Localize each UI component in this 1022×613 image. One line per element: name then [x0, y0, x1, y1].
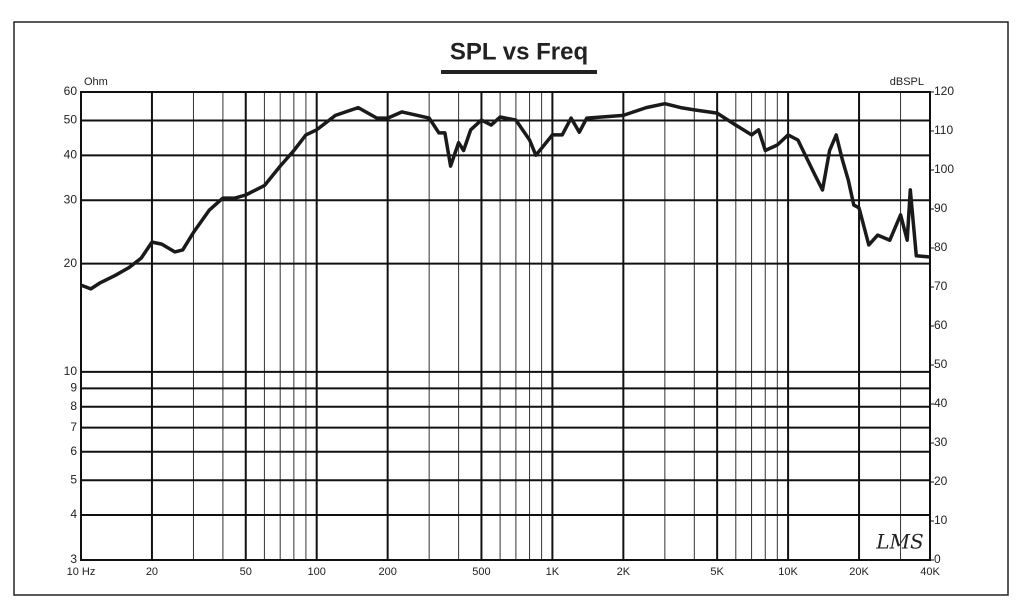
y-tick-label: 5: [70, 472, 77, 486]
y-tick-label: 20: [64, 256, 78, 270]
y2-tick-label: 60: [934, 318, 948, 332]
frame: [13, 21, 1009, 596]
x-tick-label: 20: [146, 566, 158, 578]
x-tick-label: 10 Hz: [67, 566, 96, 578]
y2-axis-label: dBSPL: [890, 76, 924, 88]
y2-tick-label: 0: [934, 552, 941, 566]
y2-tick-label: 70: [934, 279, 948, 293]
y2-tick-label: 120: [934, 84, 954, 98]
series-line: [80, 101, 931, 291]
x-tick-label: 10K: [778, 566, 798, 578]
y-tick-label: 6: [70, 444, 77, 458]
y-tick-label: 60: [64, 84, 78, 98]
x-tick-label: 50: [240, 566, 252, 578]
plot-border: [80, 91, 931, 561]
x-tick-label: 2K: [617, 566, 631, 578]
y-axis-label: Ohm: [84, 76, 108, 88]
y2-tick-label: 90: [934, 201, 948, 215]
x-tick-label: 500: [472, 566, 490, 578]
y-tick-label: 8: [70, 399, 77, 413]
y2-tick-label: 110: [934, 123, 953, 137]
x-tick-label: 200: [378, 566, 396, 578]
x-tick-label: 20K: [849, 566, 869, 578]
x-tick-label: 40K: [920, 566, 940, 578]
y-tick-label: 40: [64, 148, 78, 162]
y2-tick-label: 40: [934, 396, 948, 410]
annotation: LMS: [875, 530, 923, 554]
chart-title: SPL vs Freq: [450, 38, 588, 65]
y-tick-label: 9: [70, 381, 77, 395]
y2-tick-label: 30: [934, 435, 948, 449]
y-tick-label: 7: [70, 420, 77, 434]
y2-tick-label: 50: [934, 357, 948, 371]
y-tick-label: 10: [64, 364, 78, 378]
y-tick-label: 30: [64, 192, 78, 206]
x-tick-label: 5K: [710, 566, 724, 578]
x-tick-label: 1K: [546, 566, 560, 578]
y-tick-label: 4: [70, 507, 77, 521]
y2-tick-label: 10: [934, 513, 948, 527]
x-tick-label: 100: [308, 566, 326, 578]
y-tick-label: 3: [70, 552, 77, 566]
y2-tick-label: 20: [934, 474, 948, 488]
y2-tick-label: 100: [934, 162, 954, 176]
y2-tick-label: 80: [934, 240, 948, 254]
y-tick-label: 50: [64, 113, 78, 127]
